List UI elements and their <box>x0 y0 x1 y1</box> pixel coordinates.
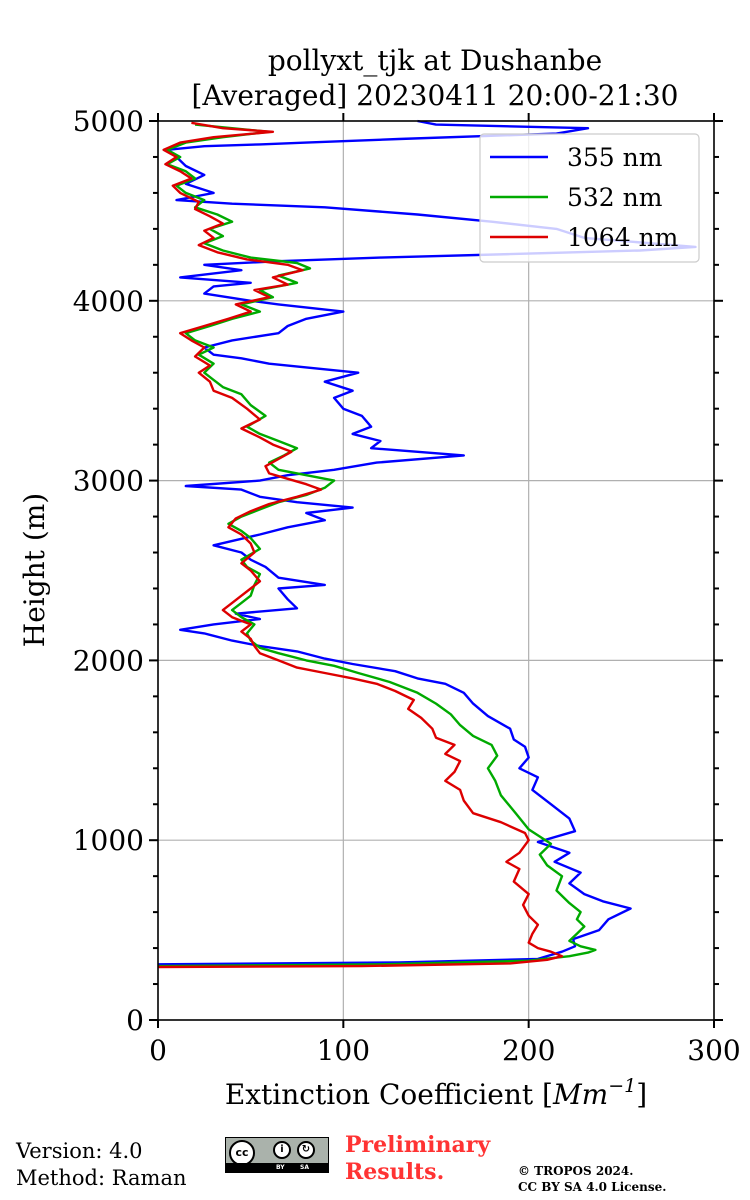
x-axis-label-exp: −1 <box>608 1075 636 1097</box>
chart-subtitle: [Averaged] 20230411 20:00-21:30 <box>191 79 679 112</box>
version-text: Version: 4.0 <box>16 1139 143 1163</box>
legend-box <box>479 133 700 263</box>
y-tick-label: 2000 <box>73 644 144 677</box>
plot-frame <box>157 120 715 1021</box>
legend: 355 nm 532 nm 1064 nm <box>479 133 700 263</box>
preliminary-results-line2: Results. <box>345 1159 445 1185</box>
y-tick-label: 5000 <box>73 105 144 138</box>
by-label: BY <box>276 1164 285 1171</box>
x-tick-label: 0 <box>149 1034 167 1067</box>
chart-title: pollyxt_tjk at Dushanbe <box>267 44 603 77</box>
x-tick-label: 200 <box>502 1034 555 1067</box>
y-axis-label: Height (m) <box>18 493 51 647</box>
y-tick-label: 3000 <box>73 465 144 498</box>
preliminary-results-line1: Preliminary <box>345 1132 491 1158</box>
sa-label: SA <box>300 1164 309 1171</box>
cc-license-badge: cc i ↻ BY SA <box>225 1137 329 1173</box>
x-axis-label: Extinction Coefficient [Mm−1] <box>225 1075 647 1111</box>
copyright-line1: © TROPOS 2024. <box>518 1164 634 1178</box>
sharealike-icon: ↻ <box>297 1141 315 1159</box>
legend-label-355-nm: 355 nm <box>567 143 663 172</box>
license-band <box>226 1163 328 1172</box>
attribution-icon: i <box>273 1141 291 1159</box>
x-axis-label-close: ] <box>636 1078 647 1111</box>
x-axis-label-base: Extinction Coefficient [ <box>225 1078 553 1111</box>
legend-label-532-nm: 532 nm <box>567 183 663 212</box>
copyright-line2: CC BY SA 4.0 License. <box>518 1180 667 1194</box>
y-tick-label: 1000 <box>73 824 144 857</box>
legend-label-1064-nm: 1064 nm <box>567 223 679 252</box>
x-tick-label: 100 <box>317 1034 370 1067</box>
method-text: Method: Raman <box>16 1166 187 1190</box>
x-axis-label-unit: Mm <box>552 1078 608 1111</box>
y-tick-label: 4000 <box>73 285 144 318</box>
cc-icon: cc <box>229 1140 255 1166</box>
series-line-1064-nm <box>157 121 564 969</box>
x-tick-label: 300 <box>687 1034 740 1067</box>
y-tick-label: 0 <box>126 1004 144 1037</box>
